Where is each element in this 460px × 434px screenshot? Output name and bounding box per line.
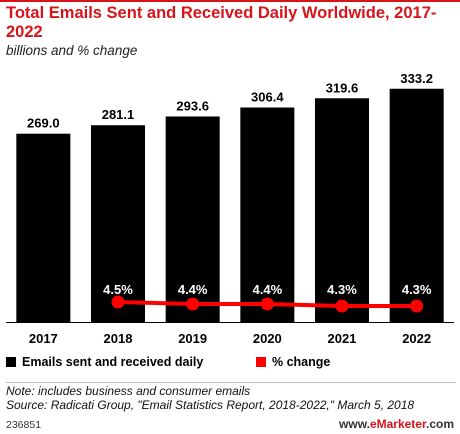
bar-2017 [16,133,71,322]
bar-value-label-2018: 281.1 [102,107,135,122]
title-rule [0,0,460,2]
pct-change-label-2019: 4.4% [178,282,208,297]
brand-logo[interactable]: www.eMarketer.com [339,417,454,431]
pct-change-label-2020: 4.4% [253,282,283,297]
footnotes: Note: includes business and consumer ema… [6,384,456,412]
footer-divider [6,382,456,383]
bar-2021 [315,98,369,322]
pct-change-point-2019 [186,297,200,311]
brand-suffix: .com [425,417,454,431]
x-tick-label-2018: 2018 [104,331,133,346]
legend-label-line: % change [272,355,331,369]
bar-2020 [240,107,295,323]
bar-value-label-2022: 333.2 [400,71,433,86]
bar-2022 [389,88,444,322]
bar-value-label-2017: 269.0 [27,116,60,131]
bar-value-label-2020: 306.4 [251,90,284,105]
x-tick-label-2017: 2017 [29,331,58,346]
x-tick-label-2022: 2022 [402,331,431,346]
legend-swatch-bars [6,357,16,367]
bar-value-label-2019: 293.6 [176,98,209,113]
pct-change-label-2021: 4.3% [327,282,357,297]
note-text: Note: includes business and consumer ema… [6,384,251,398]
legend-label-bars: Emails sent and received daily [22,355,204,369]
pct-change-label-2022: 4.3% [402,282,432,297]
chart-id: 236851 [6,419,42,431]
x-tick-label-2019: 2019 [178,331,207,346]
legend-item-bars: Emails sent and received daily [6,355,203,369]
pct-change-point-2018 [111,295,125,309]
legend-swatch-line [256,357,266,367]
pct-change-point-2021 [335,299,349,313]
pct-change-point-2020 [260,297,274,311]
bar-value-label-2021: 319.6 [326,80,359,95]
chart-area: 269.0 2017 281.1 2018 293.6 2019 306.4 2020 319.… [6,71,454,346]
legend-item-line: % change [256,355,330,369]
brand-name: eMarketer [369,417,426,431]
pct-change-point-2022 [410,299,424,313]
chart-subtitle: billions and % change [6,43,138,58]
chart-title: Total Emails Sent and Received Daily Wor… [6,4,437,41]
bar-2019 [165,116,220,322]
pct-change-label-2018: 4.5% [103,282,133,297]
source-text: Source: Radicati Group, "Email Statistic… [6,397,415,412]
x-tick-label-2020: 2020 [253,331,282,346]
bar-2018 [91,125,145,322]
x-tick-label-2021: 2021 [328,331,357,346]
brand-prefix: www. [339,417,370,431]
